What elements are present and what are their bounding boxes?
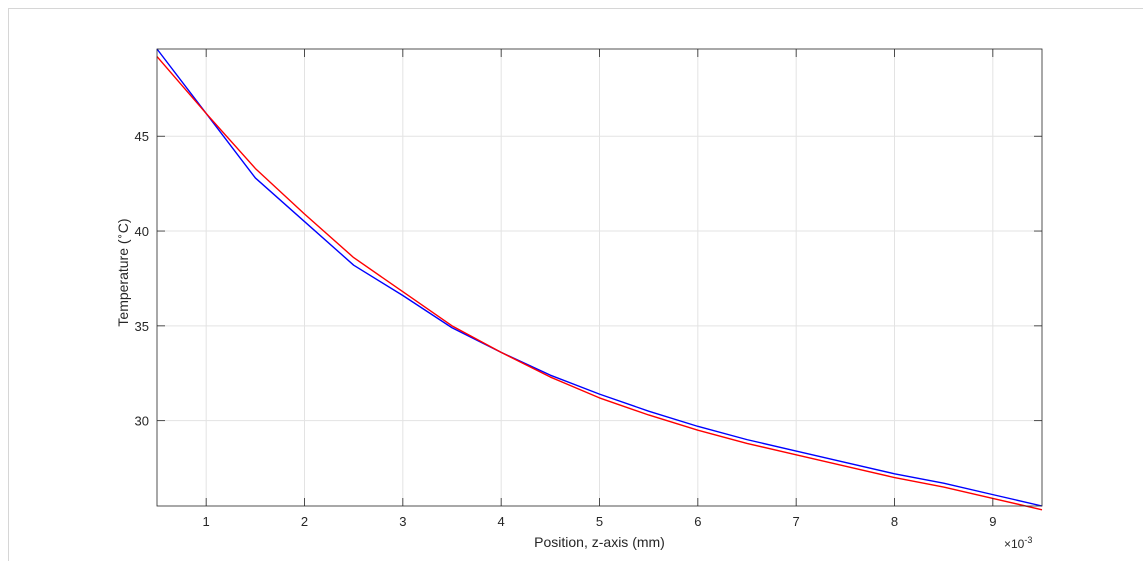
ticks xyxy=(157,49,1042,506)
x-tick-label: 2 xyxy=(301,514,308,529)
grid xyxy=(157,49,1042,506)
x-axis-multiplier-base: ×10 xyxy=(1004,537,1025,551)
y-axis-label-main: Temperature ( xyxy=(115,239,131,326)
y-tick-label: 30 xyxy=(135,414,149,429)
x-tick-label: 3 xyxy=(399,514,406,529)
y-tick-label: 45 xyxy=(135,129,149,144)
figure-frame xyxy=(8,8,1143,561)
y-axis-label-unit: C) xyxy=(115,218,131,233)
x-tick-label: 1 xyxy=(203,514,210,529)
y-axis-label: Temperature (∘C) xyxy=(115,218,132,326)
x-axis-multiplier-exponent: -3 xyxy=(1024,535,1032,545)
y-tick-label: 35 xyxy=(135,319,149,334)
x-tick-label: 4 xyxy=(498,514,505,529)
x-tick-label: 8 xyxy=(891,514,898,529)
x-tick-label: 7 xyxy=(793,514,800,529)
series-line-blue xyxy=(156,48,1043,507)
x-tick-label: 9 xyxy=(989,514,996,529)
x-axis-label: Position, z-axis (mm) xyxy=(534,534,665,550)
x-axis-multiplier: ×10-3 xyxy=(1004,535,1032,551)
x-tick-label: 5 xyxy=(596,514,603,529)
series-layer xyxy=(156,48,1043,511)
y-tick-label: 40 xyxy=(135,224,149,239)
degree-symbol: ∘ xyxy=(115,233,126,239)
x-tick-label: 6 xyxy=(694,514,701,529)
series-line-red xyxy=(156,56,1043,511)
